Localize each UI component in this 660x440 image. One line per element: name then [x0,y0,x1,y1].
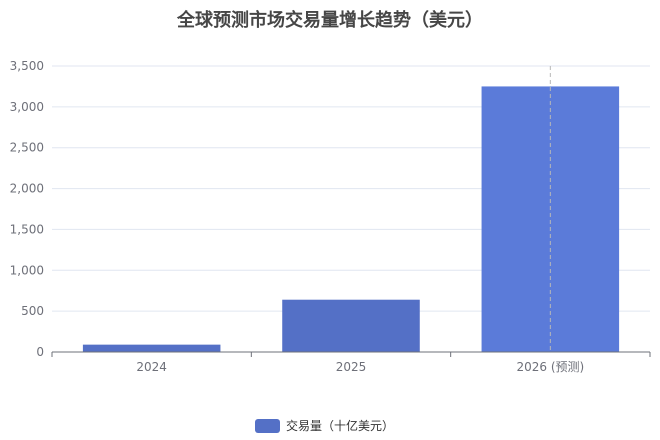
bar[interactable] [82,344,221,352]
x-tick-label: 2024 [136,360,167,374]
y-axis-ticks: 0 500 1,000 1,500 2,000 2,500 3,000 3,500 [10,59,44,359]
x-tick-label: 2026 (预测) [516,360,584,374]
legend[interactable]: 交易量（十亿美元） [255,418,394,433]
y-tick-label: 1,500 [10,222,44,236]
legend-swatch[interactable] [255,419,280,433]
y-tick-label: 2,000 [10,182,44,196]
chart-title: 全球预测市场交易量增长趋势（美元） [176,9,483,31]
bar[interactable] [282,299,420,352]
y-tick-label: 3,500 [10,59,44,73]
grid-lines [52,65,650,312]
y-tick-label: 0 [36,345,44,359]
x-axis-ticks: 2024 2025 2026 (预测) [136,360,584,374]
y-tick-label: 1,000 [10,263,44,277]
x-axis [51,351,651,357]
x-tick-label: 2025 [336,360,367,374]
y-tick-label: 2,500 [10,141,44,155]
y-tick-label: 500 [21,304,44,318]
legend-label[interactable]: 交易量（十亿美元） [286,418,394,433]
bars [82,86,620,352]
y-tick-label: 3,000 [10,100,44,114]
